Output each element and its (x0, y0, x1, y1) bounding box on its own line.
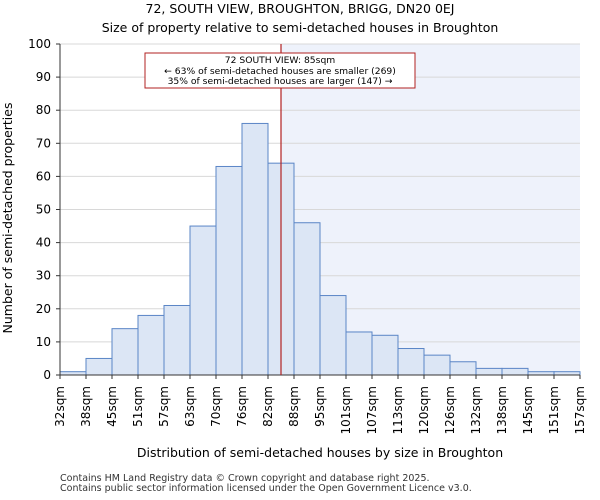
x-tick-label: 145sqm (521, 386, 535, 434)
y-tick-label: 90 (36, 70, 51, 84)
x-tick-label: 107sqm (365, 386, 379, 434)
bar (189, 225, 217, 376)
y-tick-label: 10 (36, 335, 51, 349)
y-tick-label: 50 (36, 203, 51, 217)
y-tick-label: 0 (43, 368, 51, 382)
bar (345, 331, 373, 376)
x-tick-label: 95sqm (313, 386, 327, 427)
x-tick-label: 151sqm (547, 386, 561, 434)
y-tick-label: 70 (36, 136, 51, 150)
x-tick-label: 88sqm (287, 386, 301, 427)
bar (163, 304, 191, 376)
annotation-larger: 35% of semi-detached houses are larger (… (168, 76, 393, 87)
x-tick-label: 126sqm (443, 386, 457, 434)
x-tick-label: 82sqm (261, 386, 275, 427)
plot-area: 0 10 20 30 40 50 60 70 80 90 100 32sqm 38sqm 45sqm 51s… (28, 37, 587, 434)
x-tick-label: 76sqm (235, 386, 249, 427)
x-tick-label: 32sqm (53, 386, 67, 427)
x-tick-label: 101sqm (339, 386, 353, 434)
x-tick-label: 113sqm (391, 386, 405, 434)
x-tick-label: 120sqm (417, 386, 431, 434)
x-tick-label: 57sqm (157, 386, 171, 427)
chart-subtitle: Size of property relative to semi-detach… (102, 20, 499, 35)
y-tick-label: 30 (36, 269, 51, 283)
bar (423, 354, 451, 376)
bar (449, 361, 477, 376)
x-axis-label: Distribution of semi-detached houses by … (137, 445, 503, 460)
bar (319, 295, 347, 376)
bar (397, 348, 425, 376)
x-tick-label: 157sqm (573, 386, 587, 434)
x-tick-label: 70sqm (209, 386, 223, 427)
x-tick-label: 132sqm (469, 386, 483, 434)
bar (137, 314, 165, 376)
footer-line-2: Contains public sector information licen… (60, 483, 472, 494)
y-tick-label: 40 (36, 236, 51, 250)
y-tick-label: 80 (36, 103, 51, 117)
y-tick-label: 60 (36, 169, 51, 183)
bar (241, 122, 269, 376)
bar (501, 367, 529, 376)
bar (293, 222, 321, 376)
bar (371, 334, 399, 376)
bar (85, 357, 113, 376)
annotation-box (144, 52, 416, 89)
x-tick-label: 138sqm (495, 386, 509, 434)
y-tick-label: 100 (28, 37, 51, 51)
x-tick-label: 38sqm (79, 386, 93, 427)
y-axis-label: Number of semi-detached properties (0, 103, 15, 334)
footer-line-1: Contains HM Land Registry data © Crown c… (60, 473, 430, 484)
bar (111, 328, 139, 376)
x-tick-label: 51sqm (131, 386, 145, 427)
chart-title: 72, SOUTH VIEW, BROUGHTON, BRIGG, DN20 0… (146, 1, 455, 16)
annotation-title: 72 SOUTH VIEW: 85sqm (225, 55, 336, 66)
bar (475, 367, 503, 376)
y-tick-label: 20 (36, 302, 51, 316)
x-tick-label: 45sqm (105, 386, 119, 427)
bar (215, 165, 243, 376)
x-tick-label: 63sqm (183, 386, 197, 427)
annotation-smaller: ← 63% of semi-detached houses are smalle… (164, 66, 396, 77)
